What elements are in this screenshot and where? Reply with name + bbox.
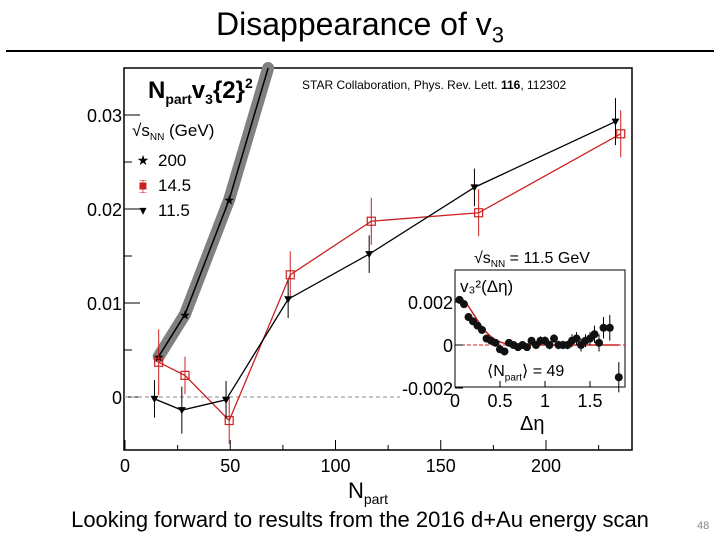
footer-text: Looking forward to results from the 2016… [71, 507, 649, 532]
series-11-5-marker [611, 118, 620, 126]
inset-point [460, 300, 468, 309]
inset-point [523, 343, 531, 352]
series-14-5-marker [180, 370, 190, 380]
x-tick-label: 150 [426, 456, 456, 476]
series-200-marker: ★ [223, 193, 235, 208]
series-14-5-marker [616, 129, 626, 139]
title-divider [6, 50, 714, 52]
inset-x-tick-label: 0 [450, 391, 460, 411]
inset-frame [454, 269, 626, 388]
series-11-5-marker [222, 396, 231, 404]
legend-label: 11.5 [158, 201, 190, 220]
inset-point [605, 323, 614, 332]
inset-point [572, 334, 581, 343]
title-subscript: 3 [491, 22, 504, 48]
x-tick-label: 200 [531, 456, 561, 476]
x-tick-label: 50 [220, 456, 240, 476]
legend-label: 200 [158, 151, 186, 170]
y-tick-label: 0.02 [87, 200, 122, 220]
series-11-5-marker [150, 395, 159, 403]
legend-marker: ★ [137, 152, 150, 168]
series-200-marker: ★ [179, 307, 191, 322]
x-tick-label: 0 [120, 456, 130, 476]
slide-title: Disappearance of v3 [0, 6, 720, 48]
inset-point [614, 373, 623, 382]
x-axis-label: Npart [348, 478, 388, 507]
series-11-5-marker [365, 251, 374, 259]
y-tick-label: 0.03 [87, 106, 122, 126]
y-tick-label: 0.01 [87, 294, 122, 314]
legend-title: √sNN (GeV) [132, 121, 214, 143]
plot-frame [123, 67, 633, 451]
inset-point [595, 338, 603, 347]
inset-point [491, 338, 500, 347]
legend-marker: ▾ [139, 202, 146, 218]
inset-y-tick-label: 0.002 [408, 293, 453, 313]
inset-point [500, 347, 509, 356]
citation: STAR Collaboration, Phys. Rev. Lett. 116… [302, 78, 566, 92]
title-text: Disappearance of v [216, 6, 492, 42]
inset-point [599, 323, 608, 332]
inset-ylabel: v₃²(Δη) [460, 277, 513, 296]
series-14-5-marker [224, 415, 234, 426]
inset-point [590, 330, 599, 339]
series-14-5-marker [366, 216, 376, 226]
series-14-5-marker [154, 357, 164, 367]
inset-y-tick-label: 0 [443, 336, 453, 356]
inset-point [478, 325, 486, 334]
legend-marker: ⧯ [139, 177, 148, 193]
legend-label: 14.5 [158, 176, 191, 195]
series-11-5-marker [470, 184, 479, 192]
inset-annotation: ⟨Npart⟩ = 49 [487, 363, 564, 383]
page-number: 48 [697, 520, 710, 532]
series-14-5-marker [474, 208, 484, 218]
inset-y-tick-label: -0.002 [402, 379, 453, 399]
x-tick-label: 100 [320, 456, 350, 476]
inset-point [550, 334, 558, 343]
series-14-5-marker [285, 270, 295, 280]
chart-title: Npartv3{2}2 [148, 75, 253, 107]
series-200-line [158, 67, 269, 357]
y-tick-label: 0 [112, 388, 122, 408]
series-11-5-marker [284, 296, 293, 304]
inset-x-axis-label: Δη [520, 413, 544, 435]
inset-x-tick-label: 1.5 [577, 391, 602, 411]
inset-point [545, 341, 554, 349]
inset-energy-label: √sNN = 11.5 GeV [474, 250, 590, 270]
series-11-5-marker [177, 407, 186, 415]
inset-x-tick-label: 1 [540, 391, 550, 411]
inset-x-tick-label: 0.5 [487, 391, 512, 411]
